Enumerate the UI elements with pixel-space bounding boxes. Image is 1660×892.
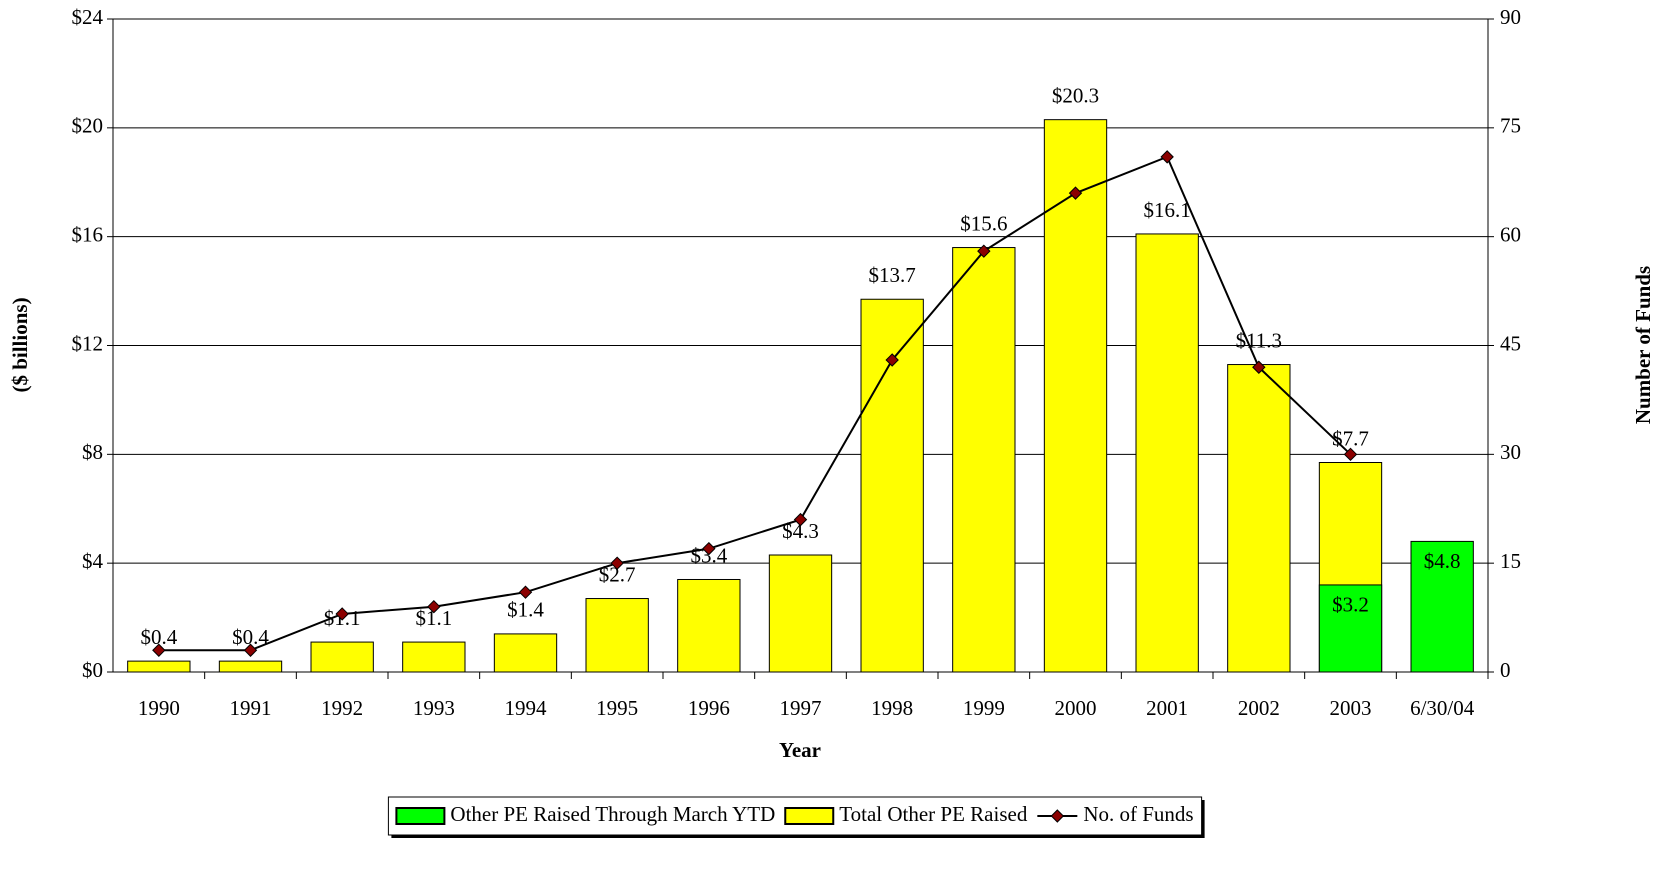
x-tick-label: 1997 <box>780 696 822 720</box>
legend: Other PE Raised Through March YTD Total O… <box>387 796 1203 836</box>
legend-label: Other PE Raised Through March YTD <box>450 802 775 826</box>
line <box>158 155 1352 652</box>
bar <box>1318 584 1383 673</box>
y2-tick-label: 60 <box>1500 222 1521 246</box>
x-tick-label: 1994 <box>505 696 548 720</box>
y-tick-label: $24 <box>72 5 104 29</box>
bar <box>1227 364 1291 673</box>
y2-tick-label: 30 <box>1500 440 1521 464</box>
x-axis-title: Year <box>779 738 821 762</box>
data-label: $16.1 <box>1144 198 1191 222</box>
legend-swatch <box>395 807 446 825</box>
x-tick-label: 2002 <box>1238 696 1280 720</box>
marker <box>518 585 533 599</box>
y-tick-label: $16 <box>72 222 104 246</box>
legend-marker <box>1050 809 1065 823</box>
data-label: $1.4 <box>507 598 544 622</box>
x-tick-label: 2001 <box>1146 696 1188 720</box>
y-tick-label: $20 <box>72 114 104 138</box>
bar <box>127 660 191 673</box>
marker <box>977 244 991 258</box>
bar <box>402 641 466 673</box>
x-tick-label: 1996 <box>688 696 730 720</box>
y2-tick-label: 45 <box>1500 331 1521 355</box>
marker <box>427 599 441 614</box>
bar <box>218 660 283 673</box>
marker <box>152 643 166 657</box>
y-axis-title: ($ billions) <box>8 297 32 392</box>
data-label: $13.7 <box>869 263 916 287</box>
bar <box>768 554 833 673</box>
bar <box>1135 233 1199 673</box>
marker <box>702 541 716 556</box>
x-tick-label: 1998 <box>871 696 913 720</box>
y-tick-label: $4 <box>82 549 104 573</box>
bar <box>952 247 1016 673</box>
x-tick-label: 1999 <box>963 696 1005 720</box>
bar <box>493 633 558 673</box>
bar <box>1410 540 1474 673</box>
data-label: $20.3 <box>1052 83 1099 107</box>
y-tick-label: $0 <box>82 658 103 682</box>
y2-tick-label: 75 <box>1500 114 1521 138</box>
x-tick-label: 1992 <box>321 696 363 720</box>
legend-label: No. of Funds <box>1083 802 1193 826</box>
data-label: $4.8 <box>1424 549 1461 573</box>
x-tick-label: 1993 <box>413 696 455 720</box>
bar <box>1043 119 1108 673</box>
y-tick-label: $12 <box>72 331 104 355</box>
data-label: $15.6 <box>960 211 1007 235</box>
marker <box>243 643 258 657</box>
x-tick-label: 1995 <box>596 696 638 720</box>
bar <box>677 578 741 673</box>
legend-swatch <box>784 807 835 825</box>
y-tick-label: $8 <box>82 440 103 464</box>
marker <box>1252 360 1266 374</box>
data-label: $3.2 <box>1332 593 1369 617</box>
marker <box>793 512 808 527</box>
x-tick-label: 1990 <box>138 696 180 720</box>
y2-tick-label: 90 <box>1500 5 1521 29</box>
x-tick-label: 6/30/04 <box>1410 696 1475 720</box>
marker <box>885 353 899 367</box>
data-label: $7.7 <box>1332 426 1369 450</box>
marker <box>610 556 624 570</box>
x-tick-label: 2000 <box>1055 696 1097 720</box>
y2-axis-title: Number of Funds <box>1631 266 1655 424</box>
marker <box>1068 186 1083 200</box>
marker <box>335 607 349 621</box>
marker <box>1160 150 1174 164</box>
y2-tick-label: 15 <box>1500 549 1521 573</box>
x-tick-label: 2003 <box>1330 696 1372 720</box>
bar <box>310 641 374 673</box>
x-tick-label: 1991 <box>230 696 272 720</box>
y2-tick-label: 0 <box>1500 658 1511 682</box>
bar <box>585 598 649 673</box>
legend-label: Total Other PE Raised <box>839 802 1028 826</box>
marker <box>1343 447 1358 462</box>
